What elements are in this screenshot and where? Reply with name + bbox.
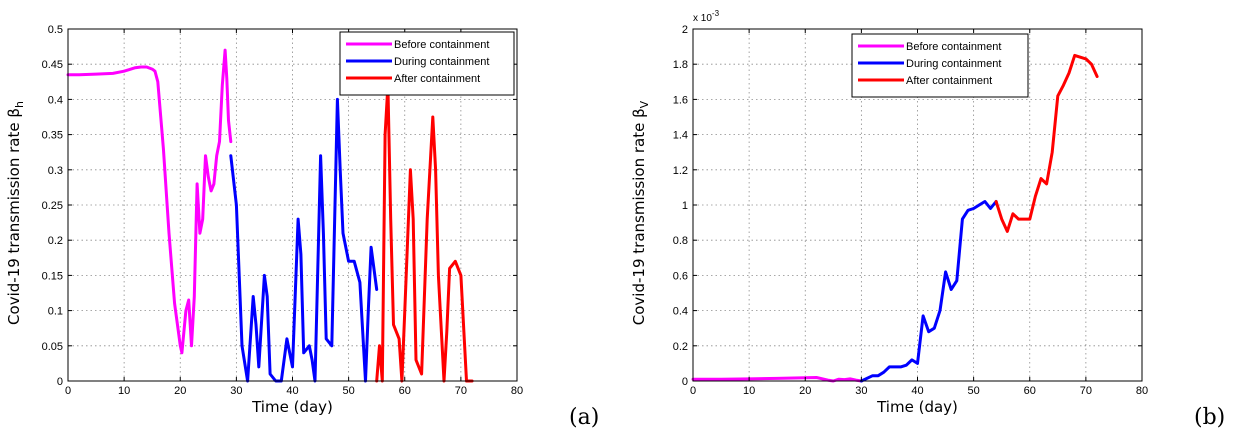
chart-b-legend: Before containment During containment Afte… (851, 33, 1029, 98)
chart-a-y-tick-label: 0.15 (42, 270, 63, 282)
chart-b-series-line-2 (859, 200, 998, 383)
chart-b-y-tick-label: 2 (682, 24, 688, 36)
chart-a-legend-label: Before containment (394, 39, 489, 51)
chart-b-y-tick-label: 0.8 (673, 235, 688, 247)
chart-a-y-tick-label: 0.1 (48, 306, 63, 318)
chart-a-y-tick-label: 0.45 (42, 59, 63, 71)
chart-b-legend-label: During containment (906, 58, 1001, 70)
chart-b-x-tick-label: 60 (1024, 385, 1036, 397)
chart-a-x-tick-label: 0 (65, 385, 71, 397)
chart-b-xlabel: Time (day) (876, 398, 958, 416)
chart-b-ticks: 0 10 20 30 40 50 60 70 80 0 0.2 0.4 0.6 0.8 1 1.2 1.4 1.6… (673, 24, 1148, 397)
chart-panel-a: 0 10 20 30 40 50 60 70 80 0 0.05 0.1 0.15 0.2 0.25 0.3 0… (5, 24, 599, 430)
chart-panel-b: 0 10 20 30 40 50 60 70 80 0 0.2 0.4 0.6 0.8 1 1.2 1.4 1.6… (630, 9, 1225, 430)
chart-a-y-tick-label: 0 (57, 376, 63, 388)
chart-a-legend-label: After containment (394, 73, 480, 85)
chart-b-series-line-3 (994, 53, 1099, 233)
chart-b-y-tick-label: 0.4 (673, 306, 688, 318)
chart-b-x-tick-label: 80 (1136, 385, 1148, 397)
chart-b-series (691, 53, 1099, 383)
chart-a-legend-label: During containment (394, 56, 489, 68)
chart-a-x-tick-label: 70 (455, 385, 467, 397)
chart-b-x-tick-label: 30 (855, 385, 867, 397)
chart-b-y-exponent-power: -3 (712, 9, 720, 18)
chart-a-x-tick-label: 20 (174, 385, 186, 397)
chart-b-ylabel: Covid-19 transmission rate βV (630, 100, 651, 325)
chart-b-legend-label: Before containment (906, 41, 1001, 53)
chart-b-y-exponent-base: x 10 (693, 13, 712, 24)
chart-a-ylabel-sub: h (13, 101, 26, 108)
chart-a-x-tick-label: 30 (230, 385, 242, 397)
chart-a-series-line-2 (229, 97, 379, 383)
chart-b-y-tick-label: 0.6 (673, 270, 688, 282)
chart-a-y-tick-label: 0.2 (48, 235, 63, 247)
chart-b-x-tick-label: 70 (1080, 385, 1092, 397)
chart-b-y-tick-label: 1 (682, 200, 688, 212)
chart-a-ylabel: Covid-19 transmission rate βh (5, 101, 26, 325)
chart-a-y-tick-label: 0.35 (42, 130, 63, 142)
chart-a-series-line-3 (375, 83, 474, 383)
chart-b-legend-label: After containment (906, 75, 992, 87)
chart-a-x-tick-label: 80 (511, 385, 523, 397)
chart-b-x-tick-label: 50 (968, 385, 980, 397)
chart-b-y-tick-label: 1.4 (673, 130, 688, 142)
chart-a-ticks: 0 10 20 30 40 50 60 70 80 0 0.05 0.1 0.15 0.2 0.25 0.3 0… (42, 24, 524, 397)
chart-b-y-tick-label: 1.6 (673, 94, 688, 106)
chart-b-x-tick-label: 40 (911, 385, 923, 397)
chart-b-x-tick-label: 10 (743, 385, 755, 397)
chart-a-panel-label: (a) (569, 405, 599, 430)
chart-a-x-tick-label: 40 (286, 385, 298, 397)
chart-a-y-tick-label: 0.4 (48, 94, 63, 106)
chart-a-y-tick-label: 0.5 (48, 24, 63, 36)
chart-b-y-exponent: x 10-3 (693, 9, 720, 24)
chart-b-ylabel-main: Covid-19 transmission rate β (630, 108, 648, 325)
chart-b-x-tick-label: 20 (799, 385, 811, 397)
chart-a-x-tick-label: 50 (343, 385, 355, 397)
chart-b-panel-label: (b) (1194, 405, 1225, 430)
chart-b-y-tick-label: 1.8 (673, 59, 688, 71)
chart-a-x-tick-label: 10 (118, 385, 130, 397)
chart-b-x-tick-label: 0 (690, 385, 696, 397)
chart-a-series-line-1 (66, 48, 233, 355)
chart-b-y-tick-label: 0 (682, 376, 688, 388)
chart-b-y-tick-label: 1.2 (673, 165, 688, 177)
chart-b-y-tick-label: 0.2 (673, 341, 688, 353)
chart-a-x-tick-label: 60 (399, 385, 411, 397)
chart-a-y-tick-label: 0.05 (42, 341, 63, 353)
chart-b-series-line-1 (691, 376, 863, 383)
chart-a-ylabel-main: Covid-19 transmission rate β (5, 108, 23, 325)
chart-a-y-tick-label: 0.3 (48, 165, 63, 177)
chart-a-legend: Before containment During containment Afte… (339, 31, 515, 96)
chart-a-xlabel: Time (day) (251, 398, 333, 416)
chart-a-y-tick-label: 0.25 (42, 200, 63, 212)
chart-b-ylabel-sub: V (638, 100, 651, 108)
